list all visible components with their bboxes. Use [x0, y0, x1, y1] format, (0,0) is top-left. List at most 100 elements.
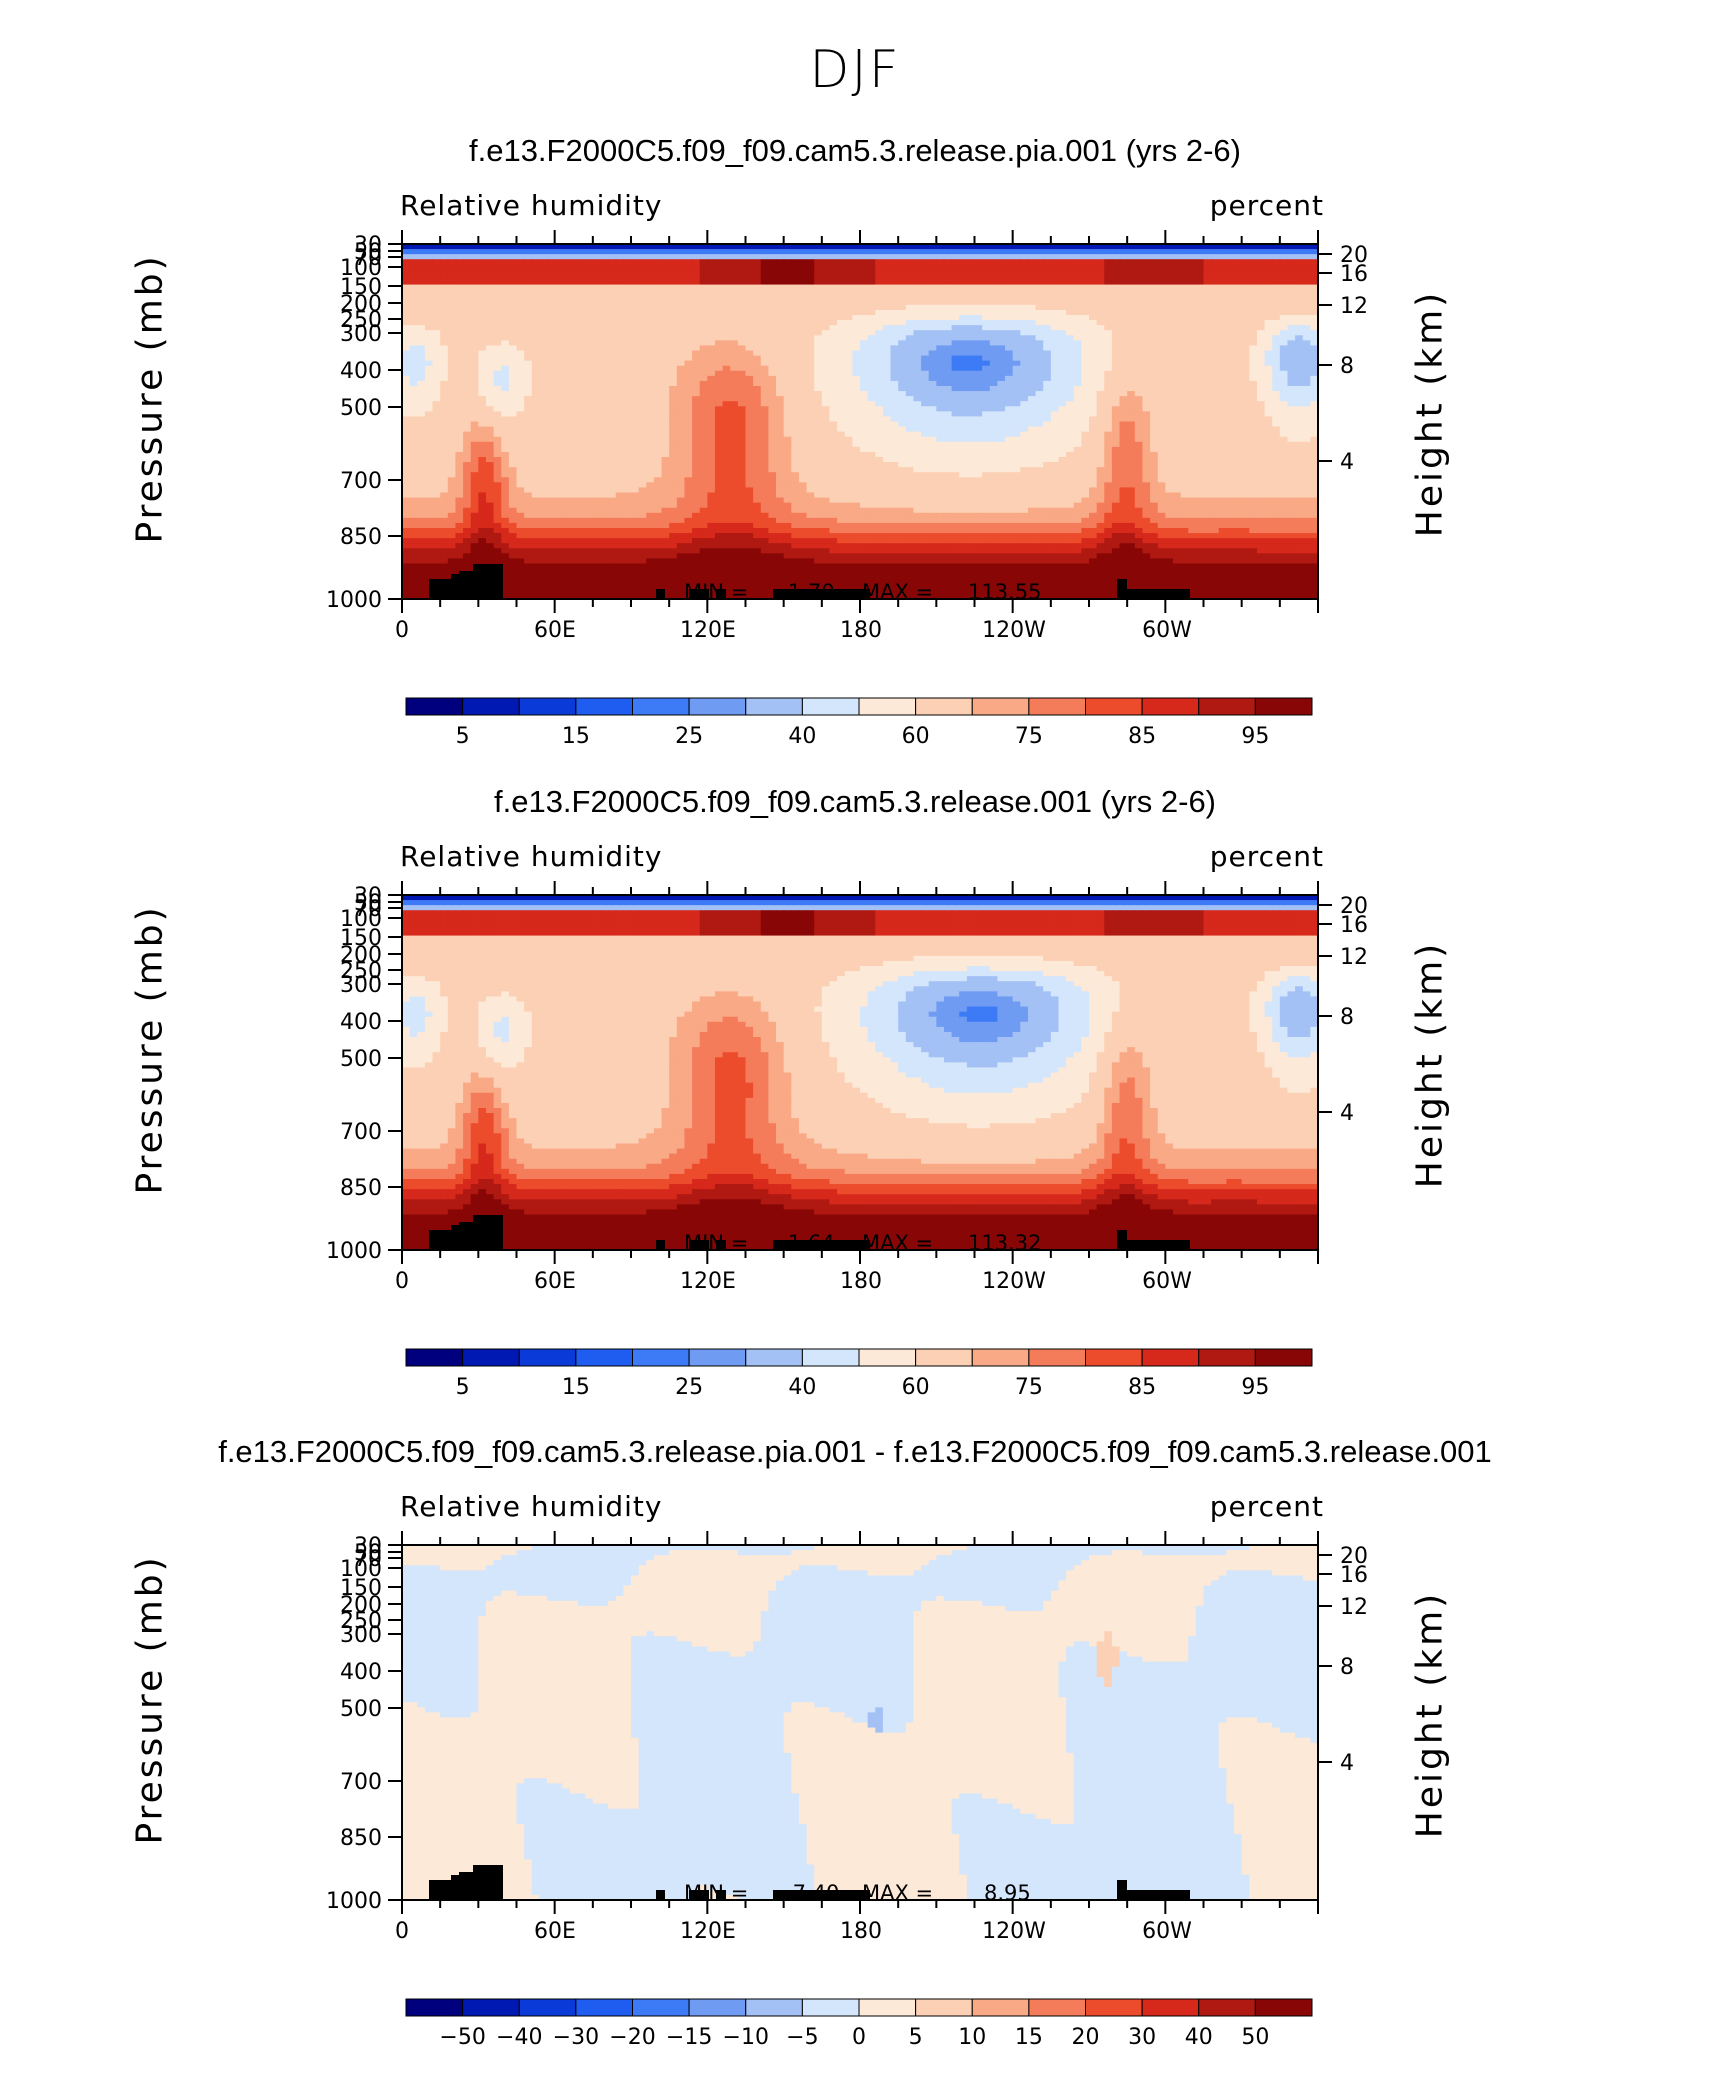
field-cell [1226, 370, 1235, 377]
field-cell [1035, 299, 1044, 306]
field-cell [600, 451, 609, 458]
field-cell [516, 406, 525, 412]
field-cell [1066, 355, 1075, 362]
field-cell [928, 259, 937, 265]
field-cell [623, 365, 632, 372]
field-cell [783, 249, 792, 255]
field-cell [508, 431, 518, 438]
field-cell [760, 284, 769, 291]
field-cell [1172, 365, 1182, 372]
field-cell [1027, 269, 1037, 276]
field-cell [1172, 289, 1182, 296]
field-cell [1066, 370, 1075, 377]
field-cell [501, 370, 510, 377]
field-cell [562, 304, 571, 311]
field-cell [921, 436, 930, 443]
field-cell [821, 406, 831, 412]
field-cell [623, 299, 632, 306]
field-cell [447, 380, 457, 387]
field-cell [554, 294, 563, 301]
field-cell [905, 345, 915, 352]
field-cell [531, 396, 540, 402]
field-cell [432, 446, 441, 453]
field-cell [676, 396, 686, 402]
field-cell [1241, 446, 1250, 453]
field-cell [1073, 436, 1082, 443]
field-cell [982, 289, 991, 296]
field-cell [798, 315, 808, 321]
field-cell [1241, 304, 1250, 311]
field-cell [547, 264, 556, 270]
field-cell [440, 254, 449, 260]
field-cell [692, 304, 701, 311]
field-cell [1050, 426, 1060, 433]
field-cell [760, 396, 769, 402]
field-cell [966, 279, 976, 286]
field-cell [1020, 340, 1029, 347]
field-cell [608, 264, 617, 270]
field-cell [1127, 330, 1136, 336]
field-cell [463, 279, 472, 286]
field-cell [1287, 259, 1296, 265]
field-cell [516, 244, 525, 250]
field-cell [676, 360, 686, 367]
field-cell [997, 396, 1006, 402]
field-cell [1134, 446, 1144, 453]
field-cell [943, 370, 953, 377]
field-cell [791, 294, 800, 301]
field-cell [1142, 411, 1151, 418]
field-cell [1020, 441, 1029, 448]
field-cell [692, 345, 701, 352]
field-cell [951, 411, 960, 418]
field-cell [814, 406, 823, 412]
field-cell [837, 355, 846, 362]
field-cell [455, 320, 464, 326]
field-cell [951, 370, 960, 377]
field-cell [936, 360, 945, 367]
field-cell [699, 309, 708, 316]
field-cell [669, 360, 678, 367]
field-cell [997, 441, 1006, 448]
field-cell [402, 259, 411, 265]
field-cell [1172, 375, 1182, 382]
field-cell [1096, 426, 1105, 433]
field-cell [890, 365, 899, 372]
field-cell [417, 396, 426, 402]
field-cell [493, 451, 502, 458]
field-cell [1089, 299, 1098, 306]
field-cell [1188, 304, 1197, 311]
field-cell [1287, 294, 1296, 301]
field-cell [951, 350, 960, 357]
field-cell [1089, 284, 1098, 291]
field-cell [989, 386, 998, 392]
field-cell [699, 254, 708, 260]
field-cell [508, 401, 518, 407]
field-cell [539, 304, 548, 311]
field-cell [860, 309, 869, 316]
field-cell [1134, 416, 1144, 423]
field-cell [1287, 421, 1296, 428]
field-cell [1089, 391, 1098, 397]
field-cell [653, 335, 663, 341]
field-cell [837, 436, 846, 443]
field-cell [1142, 294, 1151, 301]
field-cell [669, 426, 678, 433]
field-cell [585, 315, 594, 321]
field-cell [424, 304, 434, 311]
field-cell [417, 350, 426, 357]
field-cell [440, 330, 449, 336]
field-cell [1180, 304, 1189, 311]
field-cell [1035, 309, 1044, 316]
field-cell [1119, 315, 1128, 321]
field-cell [982, 416, 991, 423]
field-cell [966, 375, 976, 382]
field-cell [1035, 375, 1044, 382]
field-cell [432, 274, 441, 281]
field-cell [478, 355, 487, 362]
field-cell [1211, 365, 1220, 372]
field-cell [1203, 299, 1212, 306]
field-cell [1287, 411, 1296, 418]
field-cell [676, 284, 686, 291]
field-cell [531, 335, 540, 341]
field-cell [1157, 426, 1166, 433]
